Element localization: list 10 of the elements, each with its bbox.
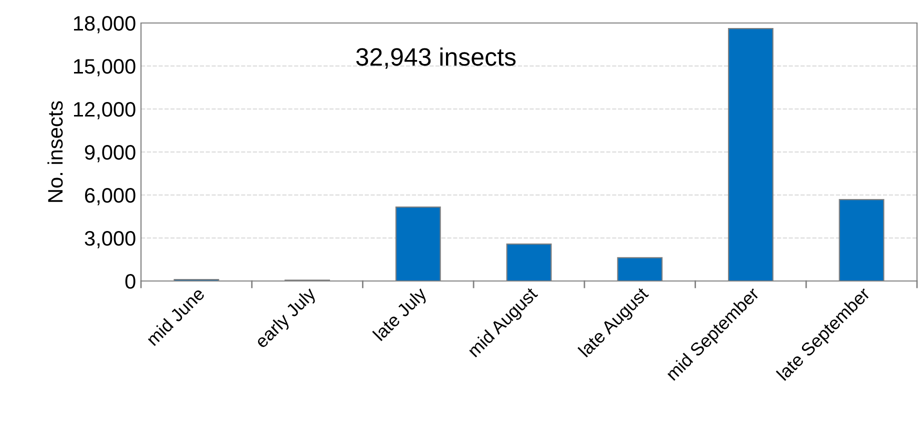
y-tick-label: 0: [125, 274, 136, 289]
y-tick-label: 9,000: [84, 145, 136, 162]
x-tick-label: late July: [372, 286, 430, 344]
annotation: 32,943 insects: [356, 47, 516, 69]
y-tick-label: 18,000: [74, 16, 136, 34]
y-tick-label: 6,000: [85, 188, 136, 206]
y-axis-title: No. insects: [47, 101, 63, 202]
y-tick-label: 3,000: [84, 231, 136, 248]
y-tick-label: 15,000: [74, 59, 136, 76]
y-tick-label: 12,000: [74, 102, 136, 120]
